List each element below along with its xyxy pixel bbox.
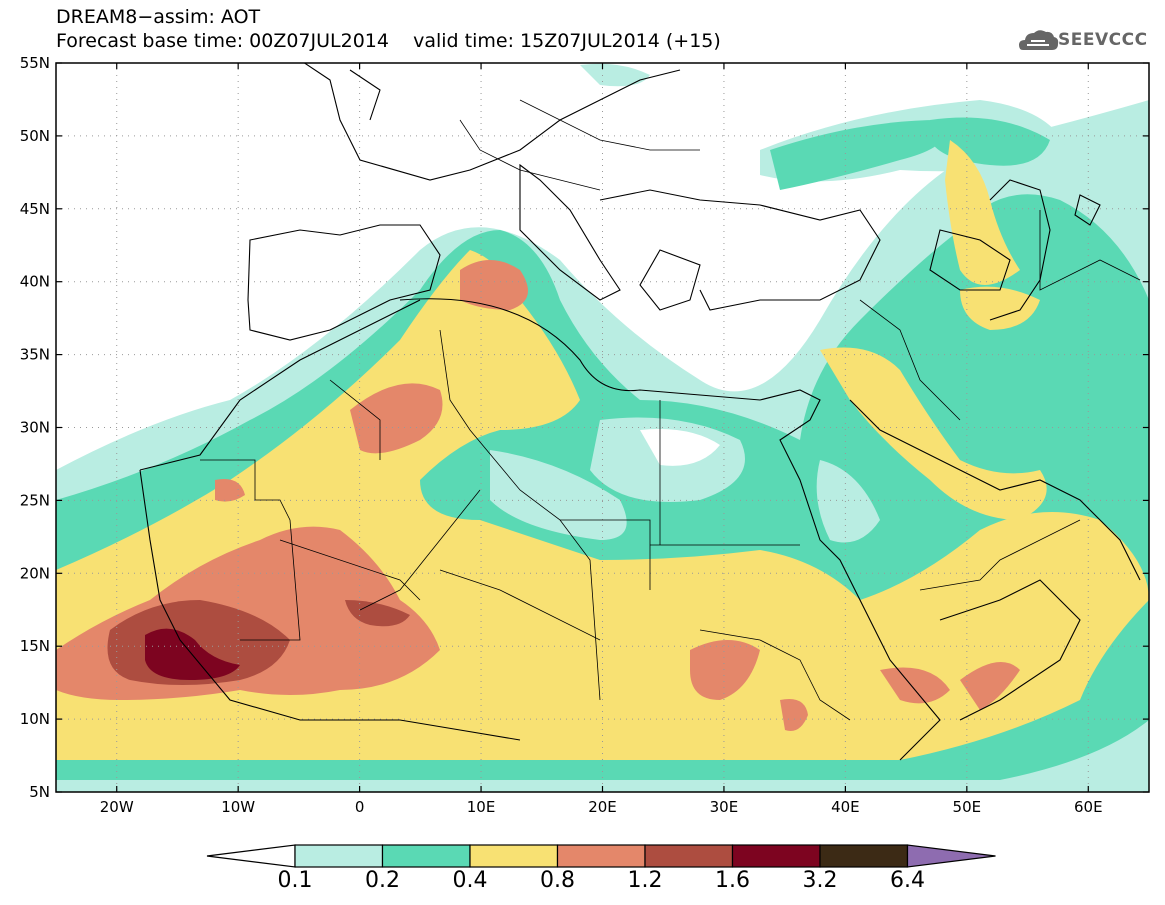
- lat-tick-label: 20N: [20, 564, 50, 582]
- lat-tick-label: 55N: [20, 54, 50, 72]
- chart-title: DREAM8−assim: AOT: [56, 6, 261, 28]
- lon-tick-label: 50E: [953, 798, 982, 816]
- lat-tick-label: 50N: [20, 127, 50, 145]
- colorbar-box: [731, 844, 821, 868]
- colorbar-level-label: 3.2: [802, 868, 838, 893]
- seevccc-logo-text: SEEVCCC: [1058, 30, 1148, 50]
- lon-tick-label: 60E: [1074, 798, 1103, 816]
- lat-tick-label: 15N: [20, 637, 50, 655]
- lat-tick-label: 35N: [20, 346, 50, 364]
- lat-tick-label: 45N: [20, 200, 50, 218]
- colorbar-level-label: 0.2: [365, 868, 400, 893]
- lon-tick-label: 10W: [221, 798, 255, 816]
- colorbar-level-label: 6.4: [890, 868, 925, 893]
- lat-tick-label: 5N: [29, 783, 50, 801]
- colorbar-level-label: 0.1: [277, 868, 313, 893]
- forecast-time-subtitle: Forecast base time: 00Z07JUL2014 valid t…: [56, 30, 721, 52]
- colorbar-box: [556, 844, 646, 868]
- coastlines: [139, 63, 1141, 761]
- cloud-logo-icon: [1019, 30, 1059, 50]
- colorbar-box: [819, 844, 909, 868]
- axis-ticks: 20W 10W 0 10E 20E 30E 40E 50E 60E 55N 50N 45N 40N 35N…: [20, 54, 1149, 816]
- colorbar-level-label: 0.4: [452, 868, 488, 893]
- lat-tick-label: 30N: [20, 419, 50, 437]
- colorbar-level-label: 0.8: [540, 868, 575, 893]
- lon-tick-label: 30E: [710, 798, 739, 816]
- aot-field: [56, 63, 1149, 792]
- lat-tick-label: 25N: [20, 491, 50, 509]
- colorbar-min-extend: [206, 844, 296, 868]
- country-borders: [200, 99, 1141, 721]
- lat-tick-label: 40N: [20, 273, 50, 291]
- colorbar-box: [469, 844, 559, 868]
- lon-tick-label: 0: [355, 798, 365, 816]
- colorbar-level-label: 1.2: [627, 868, 663, 893]
- colorbar-box: [644, 844, 734, 868]
- colorbar-max-extend: [906, 844, 996, 868]
- lon-tick-label: 20W: [100, 798, 134, 816]
- colorbar-box: [381, 844, 471, 868]
- lon-tick-label: 40E: [831, 798, 860, 816]
- lat-tick-label: 10N: [20, 710, 50, 728]
- lon-tick-label: 20E: [588, 798, 617, 816]
- graticule: [56, 63, 1149, 792]
- lon-tick-label: 10E: [467, 798, 496, 816]
- colorbar-level-label: 1.6: [715, 868, 750, 893]
- colorbar-box: [294, 844, 384, 868]
